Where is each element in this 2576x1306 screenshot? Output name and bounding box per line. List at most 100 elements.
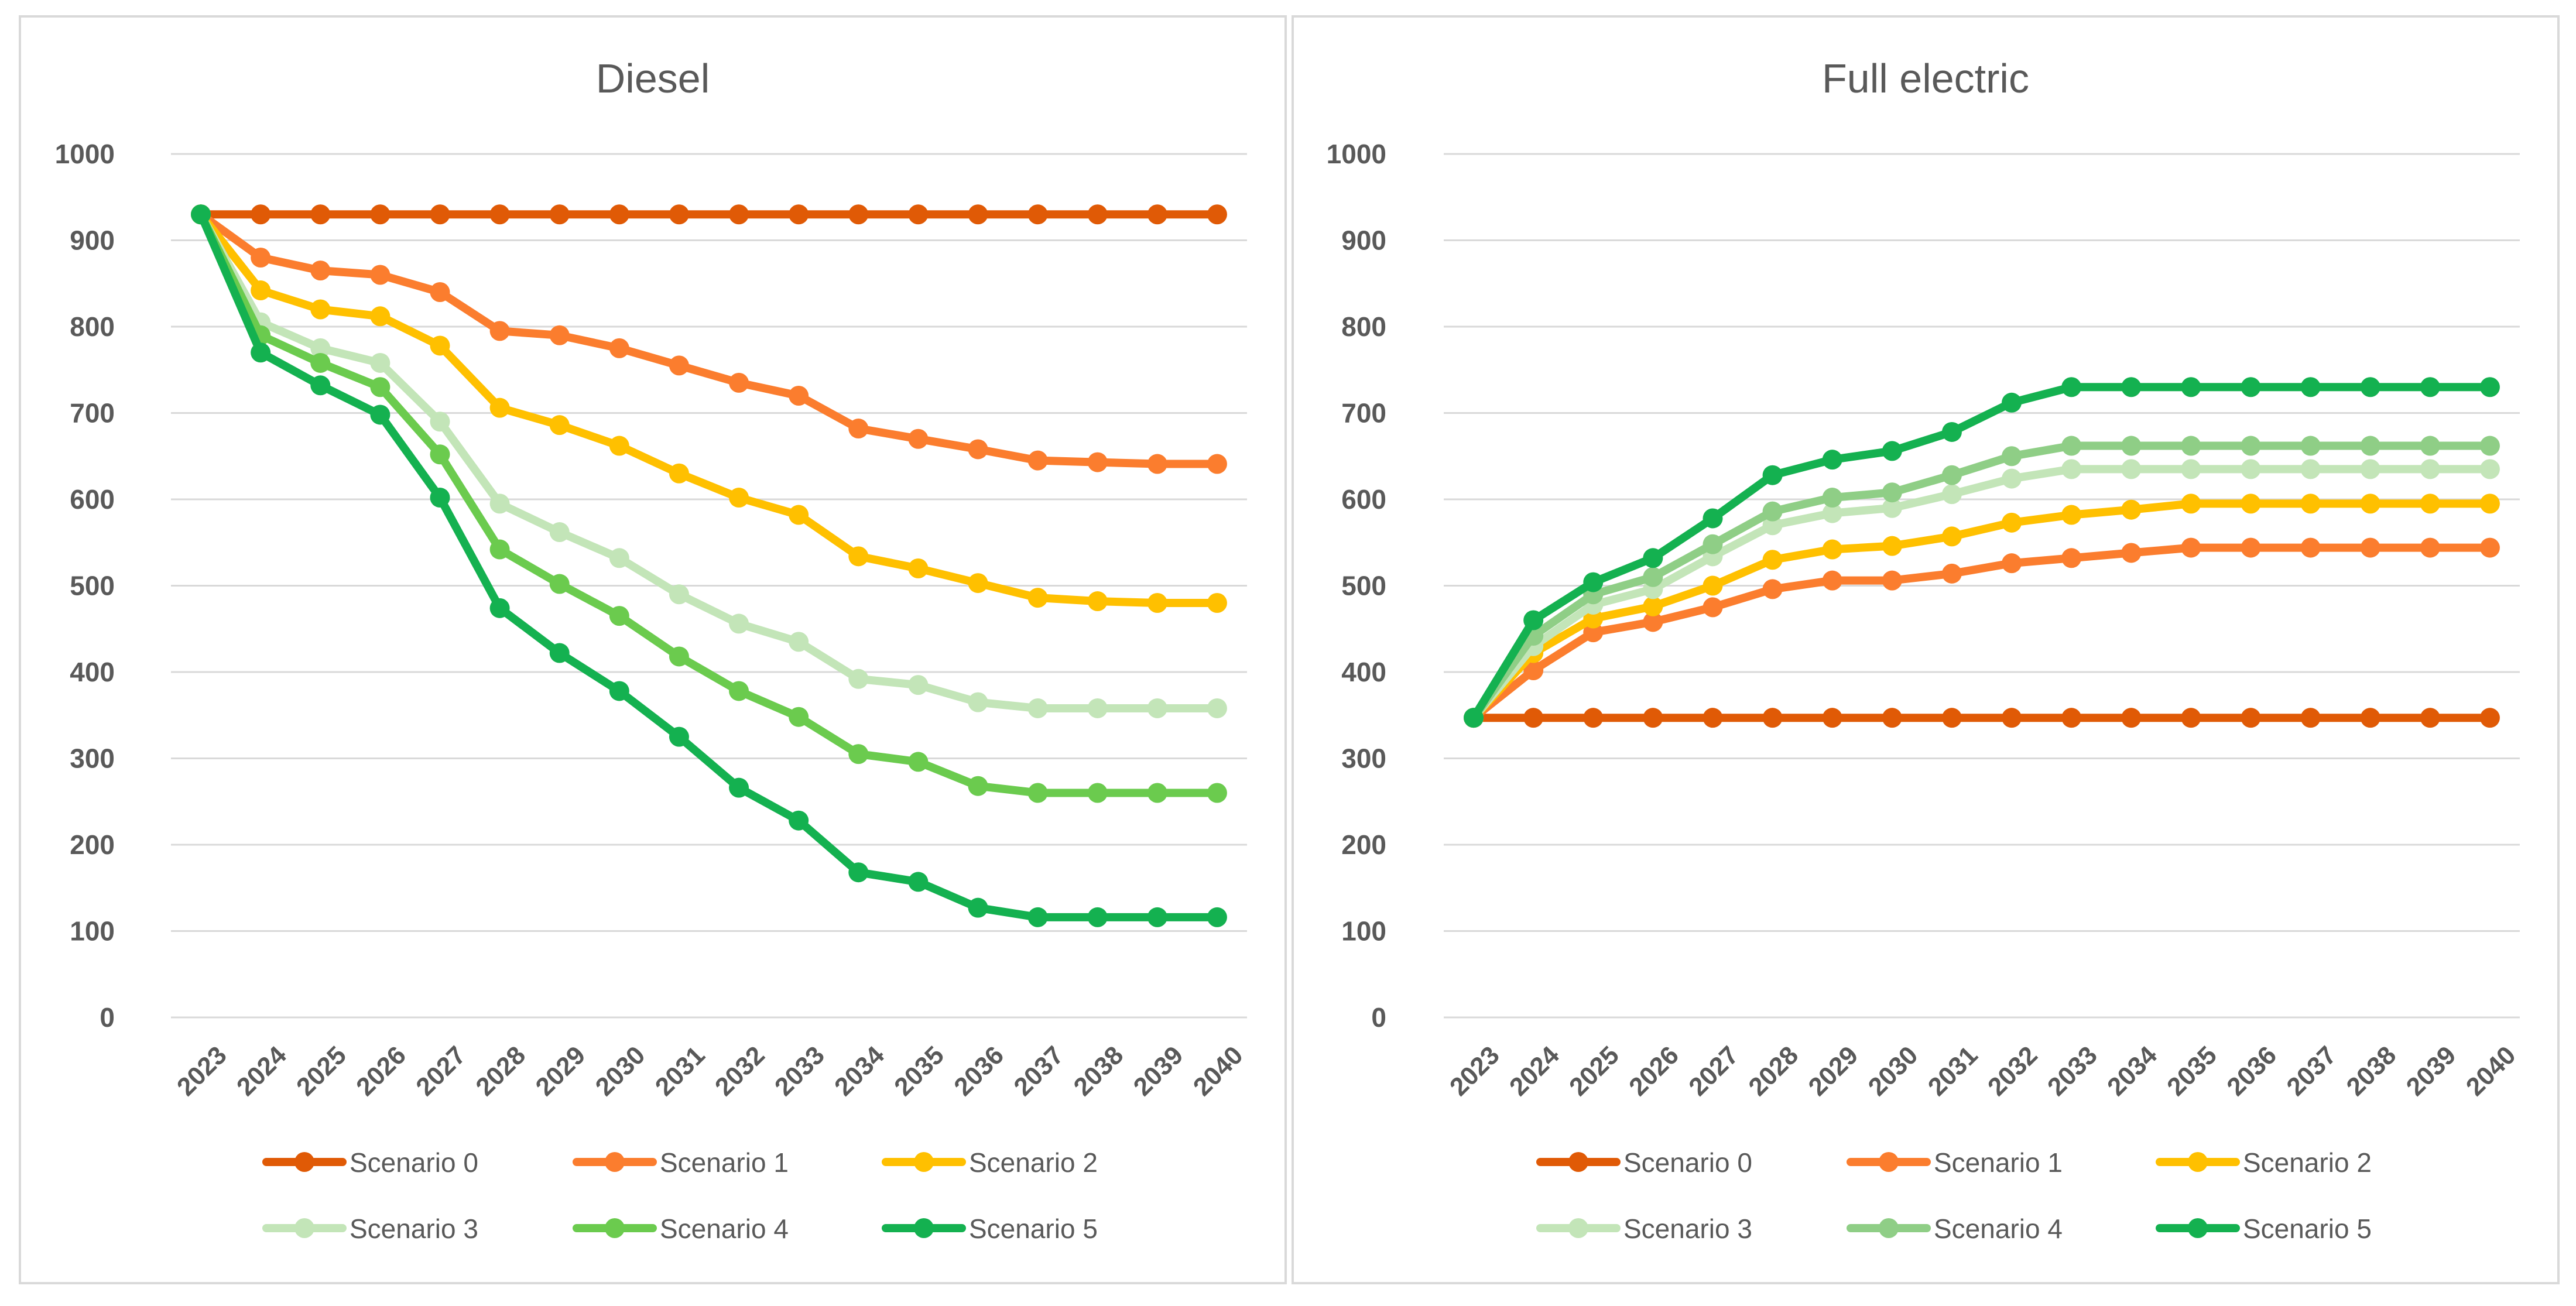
diesel-chart: Diesel0100200300400500600700800900100020… <box>55 56 1249 1244</box>
full-electric-scenario-2-point-2037 <box>2300 493 2321 514</box>
diesel-scenario-4-point-2036 <box>968 776 988 796</box>
diesel-scenario-0-point-2032 <box>729 204 749 225</box>
diesel-scenario-1-point-2024 <box>251 248 271 268</box>
diesel-scenario-4-point-2028 <box>489 539 510 560</box>
diesel-scenario-2-point-2040 <box>1207 593 1227 613</box>
diesel-scenario-2-point-2027 <box>430 335 450 356</box>
full-electric-scenario-0-point-2028 <box>1762 708 1783 728</box>
diesel-scenario-5-point-2029 <box>549 643 570 663</box>
full-electric-scenario-5-point-2027 <box>1703 508 1723 529</box>
diesel-scenario-2-point-2034 <box>848 546 869 567</box>
full-electric-y-tick-label-100: 100 <box>1341 916 1386 947</box>
full-electric-scenario-3-point-2033 <box>2061 459 2082 479</box>
diesel-legend-scenario-0-swatch-marker <box>294 1152 314 1172</box>
diesel-scenario-2-point-2030 <box>609 436 629 456</box>
diesel-scenario-1-point-2035 <box>908 429 929 449</box>
full-electric-scenario-4-point-2037 <box>2300 436 2321 456</box>
full-electric-scenario-5-point-2040 <box>2479 377 2500 397</box>
full-electric-scenario-4-point-2033 <box>2061 436 2082 456</box>
diesel-scenario-1-line <box>197 210 1221 468</box>
full-electric-scenario-3-point-2037 <box>2300 459 2321 479</box>
diesel-scenario-4-line <box>197 210 1221 797</box>
diesel-scenario-1-point-2031 <box>669 355 689 376</box>
full-electric-scenario-4-point-2036 <box>2241 436 2261 456</box>
full-electric-scenario-4-point-2039 <box>2420 436 2440 456</box>
full-electric-legend-scenario-2-label: Scenario 2 <box>2243 1147 2372 1178</box>
full-electric-scenario-3-point-2038 <box>2360 459 2380 479</box>
full-electric-scenario-2-point-2038 <box>2360 493 2380 514</box>
diesel-legend-scenario-4-swatch-marker <box>605 1218 625 1238</box>
full-electric-scenario-0-point-2027 <box>1703 708 1723 728</box>
diesel-scenario-4-point-2032 <box>729 681 749 701</box>
diesel-scenario-1-point-2025 <box>310 260 331 281</box>
diesel-scenario-0-point-2039 <box>1147 204 1167 225</box>
diesel-scenario-4-point-2029 <box>549 574 570 594</box>
full-electric-legend-scenario-0-swatch-marker <box>1568 1152 1588 1172</box>
diesel-scenario-0-point-2034 <box>848 204 869 225</box>
full-electric-y-tick-label-0: 0 <box>1371 1002 1386 1033</box>
full-electric-scenario-4-point-2032 <box>2002 446 2022 467</box>
full-electric-scenario-4-point-2031 <box>1941 465 1962 485</box>
diesel-scenario-0-point-2037 <box>1027 204 1048 225</box>
full-electric-scenario-1-point-2040 <box>2479 537 2500 558</box>
full-electric-scenario-3-point-2035 <box>2181 459 2201 479</box>
full-electric-scenario-2-point-2031 <box>1941 526 1962 547</box>
full-electric-scenario-5-point-2032 <box>2002 392 2022 413</box>
diesel-scenario-1-point-2037 <box>1027 450 1048 471</box>
diesel-scenario-5-point-2027 <box>430 488 450 508</box>
full-electric-scenario-3-point-2030 <box>1882 498 1902 518</box>
full-electric-legend-scenario-3-swatch-marker <box>1568 1218 1588 1238</box>
full-electric-scenario-0-point-2030 <box>1882 708 1902 728</box>
diesel-y-tick-label-300: 300 <box>70 743 115 774</box>
diesel-y-tick-label-600: 600 <box>70 484 115 515</box>
diesel-scenario-3-point-2040 <box>1207 698 1227 718</box>
full-electric-scenario-3-point-2036 <box>2241 459 2261 479</box>
diesel-legend-scenario-3-label: Scenario 3 <box>350 1214 478 1244</box>
full-electric-scenario-2-point-2027 <box>1703 575 1723 596</box>
full-electric-scenario-1-point-2024 <box>1523 660 1544 681</box>
diesel-legend-scenario-2-label: Scenario 2 <box>969 1147 1098 1178</box>
diesel-scenario-2-point-2028 <box>489 397 510 418</box>
diesel-legend-scenario-1-swatch-marker <box>605 1152 625 1172</box>
full-electric-scenario-2-point-2026 <box>1643 596 1663 616</box>
full-electric-scenario-5-point-2023 <box>1464 708 1484 728</box>
diesel-y-tick-label-500: 500 <box>70 571 115 601</box>
diesel-scenario-1-point-2033 <box>789 386 809 406</box>
diesel-scenario-0-point-2027 <box>430 204 450 225</box>
diesel-scenario-5-point-2025 <box>310 375 331 396</box>
diesel-scenario-3-point-2034 <box>848 669 869 689</box>
diesel-scenario-5-point-2038 <box>1087 907 1108 927</box>
diesel-scenario-1-point-2038 <box>1087 452 1108 472</box>
diesel-scenario-1-point-2034 <box>848 419 869 439</box>
full-electric-scenario-5-point-2035 <box>2181 377 2201 397</box>
diesel-y-tick-label-700: 700 <box>70 398 115 429</box>
full-electric-scenario-1-point-2038 <box>2360 537 2380 558</box>
diesel-scenario-2-point-2036 <box>968 573 988 594</box>
full-electric-scenario-1-point-2033 <box>2061 548 2082 568</box>
diesel-scenario-3-point-2025 <box>310 338 331 358</box>
full-electric-scenario-0-point-2026 <box>1643 708 1663 728</box>
diesel-scenario-3-point-2030 <box>609 548 629 568</box>
diesel-scenario-5-point-2036 <box>968 897 988 918</box>
full-electric-y-tick-label-200: 200 <box>1341 829 1386 860</box>
diesel-scenario-2-point-2024 <box>251 280 271 301</box>
full-electric-scenario-1-point-2029 <box>1822 570 1842 591</box>
diesel-scenario-3-point-2026 <box>370 352 390 373</box>
diesel-scenario-5-point-2023 <box>191 204 211 225</box>
full-electric-scenario-5-point-2024 <box>1523 610 1544 630</box>
full-electric-scenario-5-point-2031 <box>1941 421 1962 442</box>
diesel-scenario-5-point-2031 <box>669 726 689 747</box>
diesel-scenario-0-point-2030 <box>609 204 629 225</box>
diesel-scenario-2-point-2037 <box>1027 588 1048 608</box>
full-electric-scenario-5-point-2034 <box>2121 377 2142 397</box>
diesel-scenario-5-point-2037 <box>1027 907 1048 927</box>
diesel-scenario-3-line <box>197 210 1221 712</box>
diesel-scenario-2-point-2039 <box>1147 593 1167 613</box>
diesel-scenario-3-point-2037 <box>1027 698 1048 718</box>
full-electric-scenario-2-point-2033 <box>2061 505 2082 525</box>
diesel-scenario-1-point-2026 <box>370 265 390 285</box>
full-electric-scenario-5-point-2037 <box>2300 377 2321 397</box>
full-electric-scenario-2-point-2035 <box>2181 493 2201 514</box>
